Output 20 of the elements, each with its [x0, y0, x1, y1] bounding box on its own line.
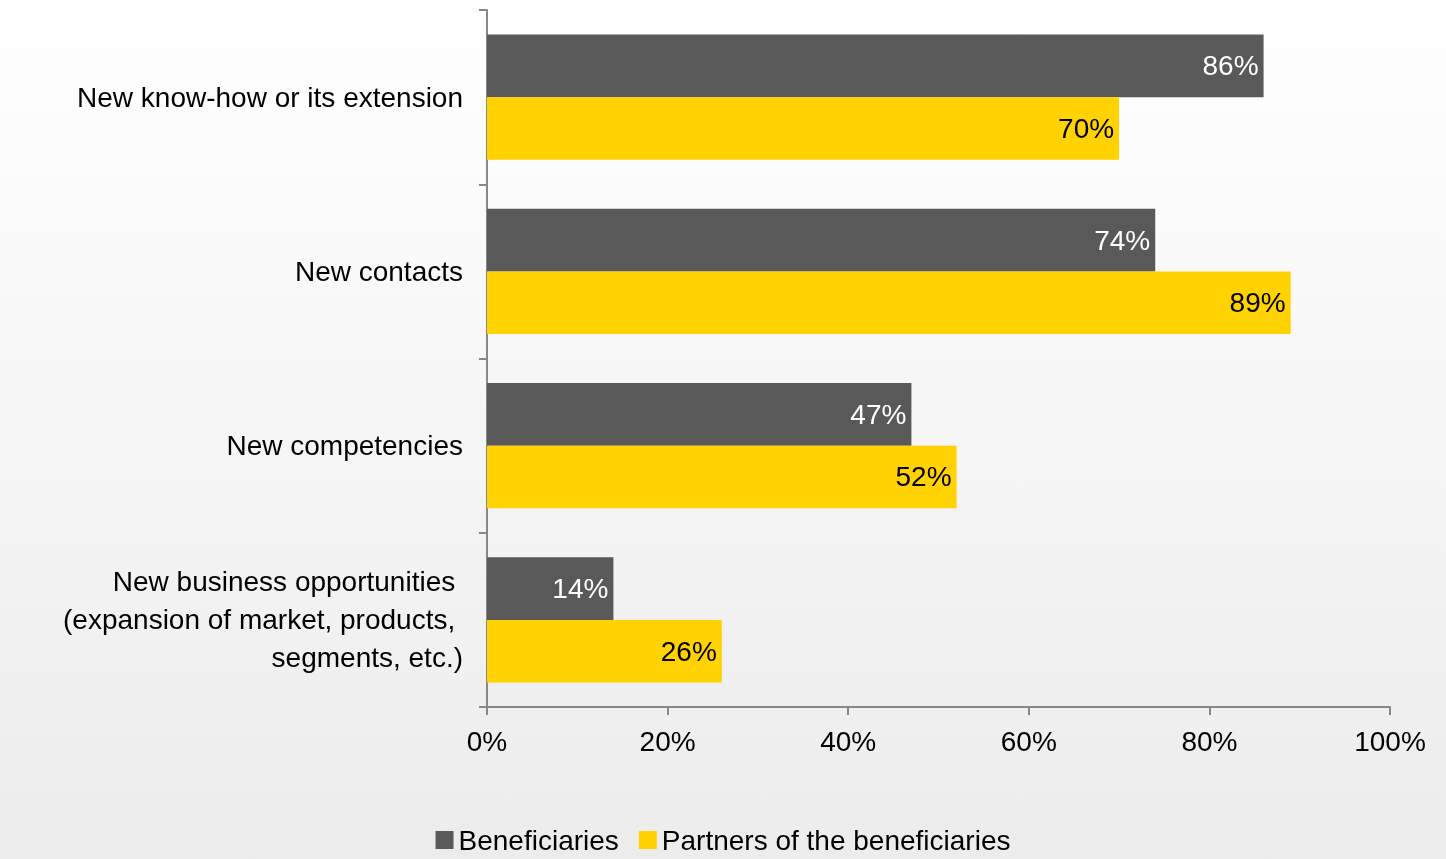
data-label: 74% — [1094, 224, 1151, 256]
data-label: 70% — [1058, 112, 1115, 144]
y-tick-label: New contacts — [294, 255, 463, 287]
data-label: 52% — [895, 461, 952, 493]
data-label: 26% — [660, 635, 717, 667]
legend-label: Partners of the beneficiaries — [661, 824, 1011, 856]
x-tick-label: 0% — [466, 725, 508, 757]
y-tick-label: New competencies — [226, 430, 463, 462]
x-tick-label: 60% — [1000, 725, 1057, 757]
data-label: 89% — [1229, 287, 1286, 319]
x-tick-label: 20% — [639, 725, 696, 757]
y-tick-label: New know-how or its extension — [77, 81, 463, 113]
x-tick-label: 80% — [1181, 725, 1238, 757]
y-tick-label: New business opportunities (expansion of market, products, segments, etc.) — [63, 566, 463, 674]
x-tick-label: 100% — [1354, 725, 1426, 757]
legend-label: Beneficiaries — [458, 824, 619, 856]
data-label: 86% — [1202, 50, 1259, 82]
x-tick-label: 40% — [820, 725, 877, 757]
data-label: 47% — [850, 398, 907, 430]
data-label: 14% — [552, 573, 609, 605]
